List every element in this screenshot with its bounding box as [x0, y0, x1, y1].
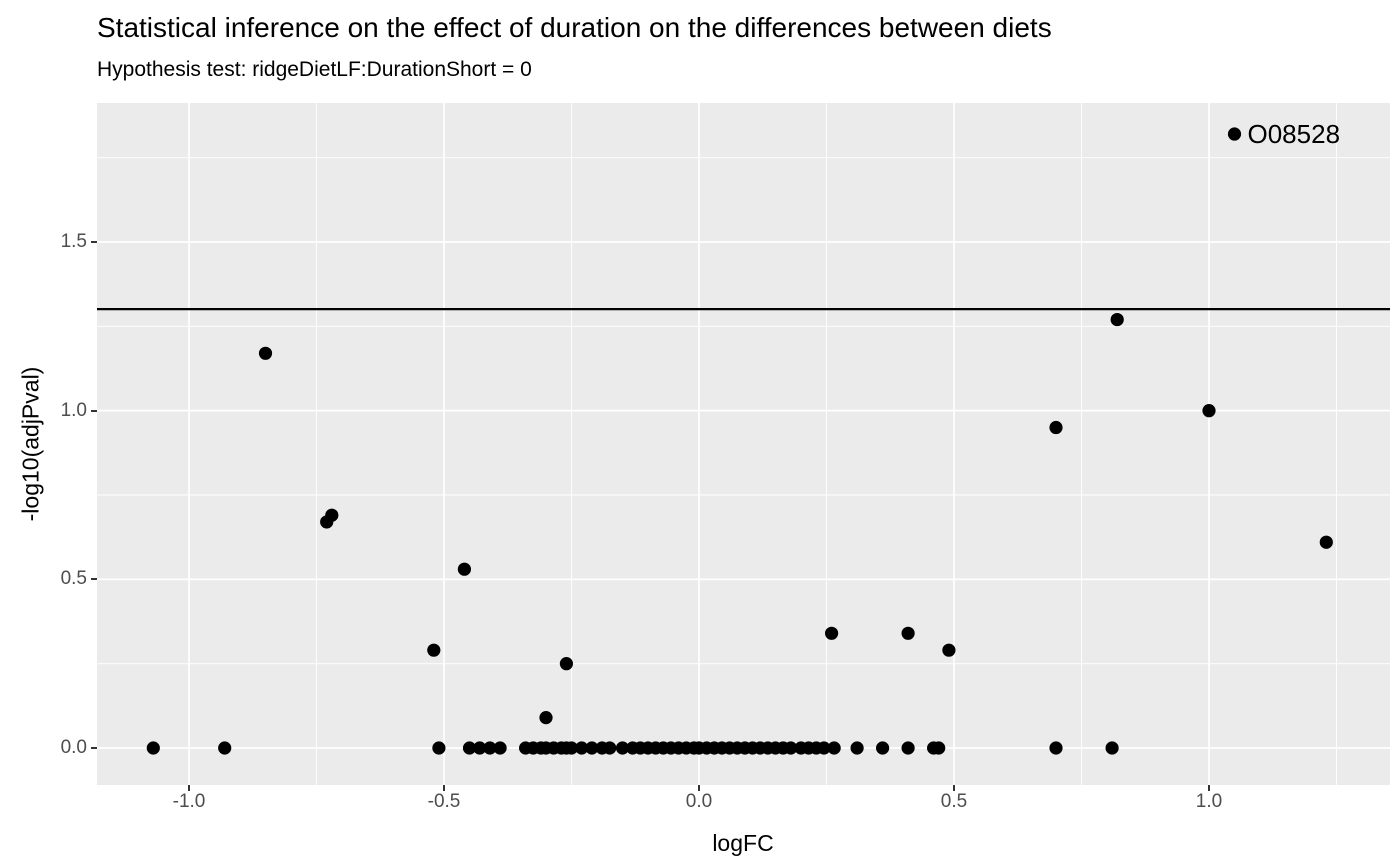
data-point [1049, 420, 1063, 435]
data-point [615, 741, 630, 755]
chart-title: Statistical inference on the effect of d… [97, 12, 1052, 43]
data-point [457, 562, 472, 576]
data-point [462, 741, 477, 755]
data-point [559, 657, 574, 671]
data-point [493, 741, 507, 755]
data-point [258, 346, 273, 360]
x-tick-label: -1.0 [172, 791, 206, 812]
x-tick-mark [698, 785, 700, 791]
data-point [146, 741, 160, 755]
data-point [901, 741, 915, 755]
data-point [850, 741, 864, 755]
data-point [473, 741, 487, 755]
x-tick-mark [188, 785, 190, 791]
labeled-point-text: O08528 [1248, 119, 1341, 149]
y-tick-label: 1.0 [60, 399, 87, 421]
data-point [564, 741, 579, 755]
data-point [575, 741, 589, 755]
y-tick-mark [91, 409, 97, 412]
x-axis-title: logFC [712, 830, 774, 856]
data-point [1049, 741, 1063, 755]
data-point [483, 741, 497, 755]
chart-subtitle: Hypothesis test: ridgeDietLF:DurationSho… [97, 58, 532, 81]
data-point [585, 741, 599, 755]
y-tick-label: 1.5 [60, 230, 87, 252]
data-point [427, 643, 441, 657]
x-tick-label: 0.0 [685, 791, 713, 812]
data-point [325, 508, 339, 522]
data-point [817, 741, 831, 755]
y-axis-title: -log10(adjPval) [17, 366, 44, 522]
data-point [1110, 312, 1124, 327]
data-point [1227, 127, 1242, 141]
x-tick-label: -0.5 [427, 791, 461, 812]
x-tick-mark [443, 785, 445, 791]
plot-svg: O08528 [97, 103, 1390, 785]
data-point [825, 626, 839, 640]
y-tick-mark [91, 240, 97, 243]
x-tick-mark [953, 785, 955, 791]
y-tick-mark [91, 578, 97, 581]
data-point [901, 626, 915, 640]
data-point [1202, 404, 1216, 418]
plot-panel: O08528 [97, 103, 1390, 785]
data-point [218, 741, 232, 755]
data-point [876, 741, 890, 755]
data-point [827, 741, 841, 755]
x-tick-mark [1208, 785, 1210, 791]
x-tick-label: 1.0 [1195, 791, 1223, 812]
x-tick-label: 0.5 [940, 791, 968, 812]
data-point [932, 741, 946, 755]
y-tick-label: 0.5 [60, 568, 87, 590]
y-tick-mark [91, 746, 97, 749]
data-point [942, 643, 956, 657]
data-point [784, 741, 798, 755]
data-point [432, 741, 446, 755]
data-point [1105, 741, 1119, 755]
y-tick-label: 0.0 [60, 736, 87, 758]
data-point [1319, 535, 1333, 549]
data-point [603, 741, 617, 755]
data-point [539, 711, 553, 725]
